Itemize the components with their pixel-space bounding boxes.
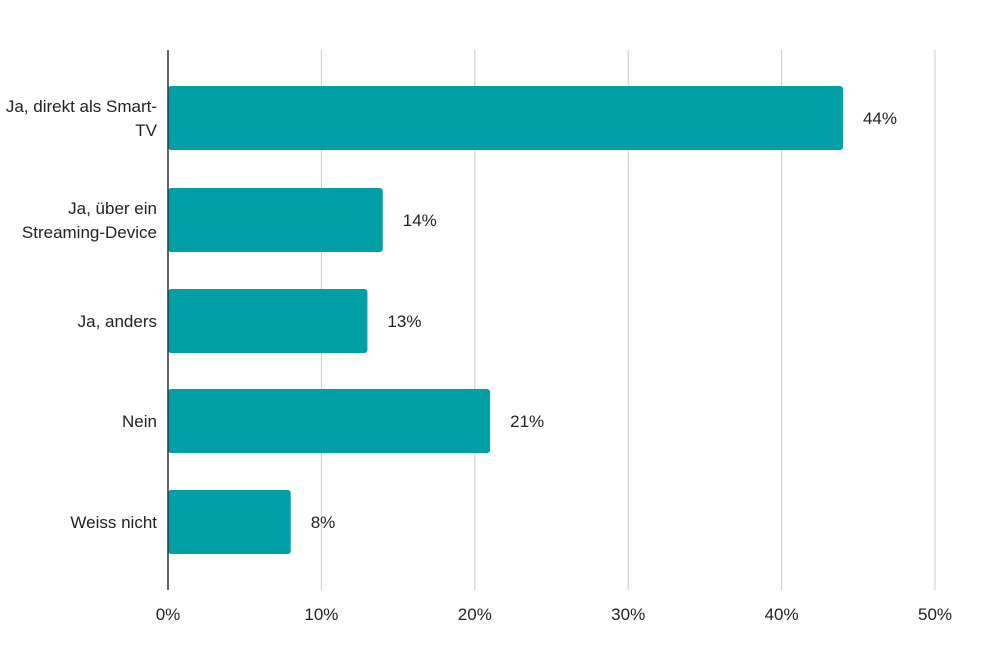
value-labels: 44% 14% 13% 21% 8% bbox=[311, 109, 897, 532]
bar bbox=[168, 188, 383, 252]
category-label: Ja, über ein bbox=[68, 199, 157, 218]
category-label: Nein bbox=[122, 412, 157, 431]
value-label: 13% bbox=[387, 312, 421, 331]
bar bbox=[168, 389, 491, 453]
x-tick-label: 50% bbox=[918, 605, 952, 624]
value-label: 44% bbox=[863, 109, 897, 128]
bar bbox=[168, 86, 843, 150]
x-tick-label: 30% bbox=[611, 605, 645, 624]
value-label: 14% bbox=[403, 211, 437, 230]
x-tick-label: 0% bbox=[156, 605, 181, 624]
category-label: Weiss nicht bbox=[70, 513, 157, 532]
category-label: Streaming-Device bbox=[22, 223, 157, 242]
value-label: 8% bbox=[311, 513, 336, 532]
x-tick-label: 40% bbox=[765, 605, 799, 624]
bar bbox=[168, 490, 291, 554]
x-tick-label: 10% bbox=[304, 605, 338, 624]
category-label: Ja, direkt als Smart- bbox=[6, 97, 157, 116]
bar bbox=[168, 289, 368, 353]
category-labels: Ja, direkt als Smart- TV Ja, über ein Strea… bbox=[6, 97, 158, 532]
category-label: TV bbox=[135, 121, 157, 140]
x-tick-label: 20% bbox=[458, 605, 492, 624]
value-label: 21% bbox=[510, 412, 544, 431]
bars bbox=[168, 86, 843, 554]
category-label: Ja, anders bbox=[78, 312, 157, 331]
x-tick-labels: 0% 10% 20% 30% 40% 50% bbox=[156, 605, 952, 624]
